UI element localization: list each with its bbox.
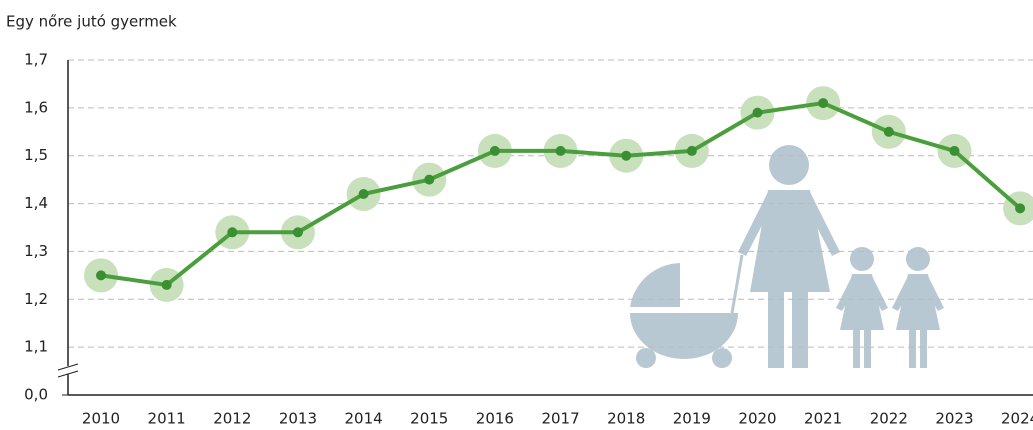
x-tick-label: 2024 [1001,410,1033,428]
point [949,146,959,156]
y-tick-label: 1,3 [24,242,48,260]
point [96,270,106,280]
y-tick-label: 1,5 [24,146,48,164]
y-tick-label: 0,0 [24,386,48,404]
point [1015,203,1025,213]
y-tick-label: 1,6 [24,98,48,116]
x-tick-label: 2018 [607,410,645,428]
point [753,108,763,118]
point [293,227,303,237]
x-tick-label: 2013 [279,410,317,428]
point [818,98,828,108]
point [621,151,631,161]
point [884,127,894,137]
chart: Egy nőre jutó gyermek 0,0 1,1 1,2 1,3 1,4 1,5… [0,0,1033,430]
point [424,175,434,185]
y-tick-label: 1,2 [24,290,48,308]
x-tick-label: 2019 [673,410,711,428]
x-tick-label: 2021 [804,410,842,428]
x-tick-label: 2015 [410,410,448,428]
point [556,146,566,156]
family-illustration [630,145,944,368]
line [101,103,1020,285]
x-tick-label: 2020 [738,410,776,428]
point [490,146,500,156]
x-tick-label: 2022 [870,410,908,428]
point [162,280,172,290]
point [227,227,237,237]
y-tick-label: 1,1 [24,338,48,356]
x-tick-label: 2011 [148,410,186,428]
x-tick-label: 2010 [82,410,120,428]
point [687,146,697,156]
x-tick-label: 2017 [541,410,579,428]
point [359,189,369,199]
y-tick-label: 1,4 [24,194,48,212]
x-tick-label: 2012 [213,410,251,428]
x-tick-label: 2016 [476,410,514,428]
x-tick-label: 2014 [345,410,383,428]
x-tick-label: 2023 [935,410,973,428]
y-tick-label: 1,7 [24,51,48,69]
y-axis-title: Egy nőre jutó gyermek [6,13,177,31]
